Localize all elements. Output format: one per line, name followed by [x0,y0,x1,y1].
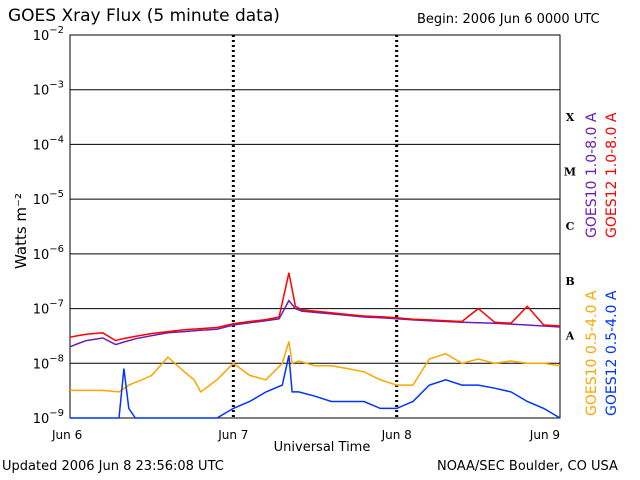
y-tick-label: 10−5 [33,189,64,208]
x-tick-label: Jun 9 [529,428,560,442]
y-tick-label: 10−4 [33,134,64,153]
series-line-3 [70,355,561,419]
begin-timestamp: Begin: 2006 Jun 6 0000 UTC [417,12,600,27]
flare-class-label: X [566,111,575,124]
y-tick-label: 10−3 [33,80,64,99]
y-tick-label: 10−2 [33,25,64,44]
chart-title: GOES Xray Flux (5 minute data) [8,6,280,26]
x-axis-label: Universal Time [273,440,371,455]
y-tick-label: 10−9 [33,408,64,427]
flare-class-label: A [565,330,575,343]
series-line-2 [70,341,561,394]
y-tick-label: 10−6 [33,244,64,263]
y-tick-label: 10−7 [33,299,64,318]
plot-frame [69,34,561,419]
flare-class-label: B [565,275,574,288]
series-line-1 [69,272,561,342]
series-line-0 [69,299,561,348]
x-tick-label: Jun 6 [51,428,82,442]
updated-timestamp: Updated 2006 Jun 8 23:56:08 UTC [2,459,224,474]
x-tick-label: Jun 8 [381,428,412,442]
x-tick-label: Jun 7 [217,428,248,442]
flare-class-label: M [564,166,576,179]
credit-text: NOAA/SEC Boulder, CO USA [437,459,618,474]
y-tick-label: 10−8 [33,353,64,372]
flare-class-label: C [566,220,575,233]
